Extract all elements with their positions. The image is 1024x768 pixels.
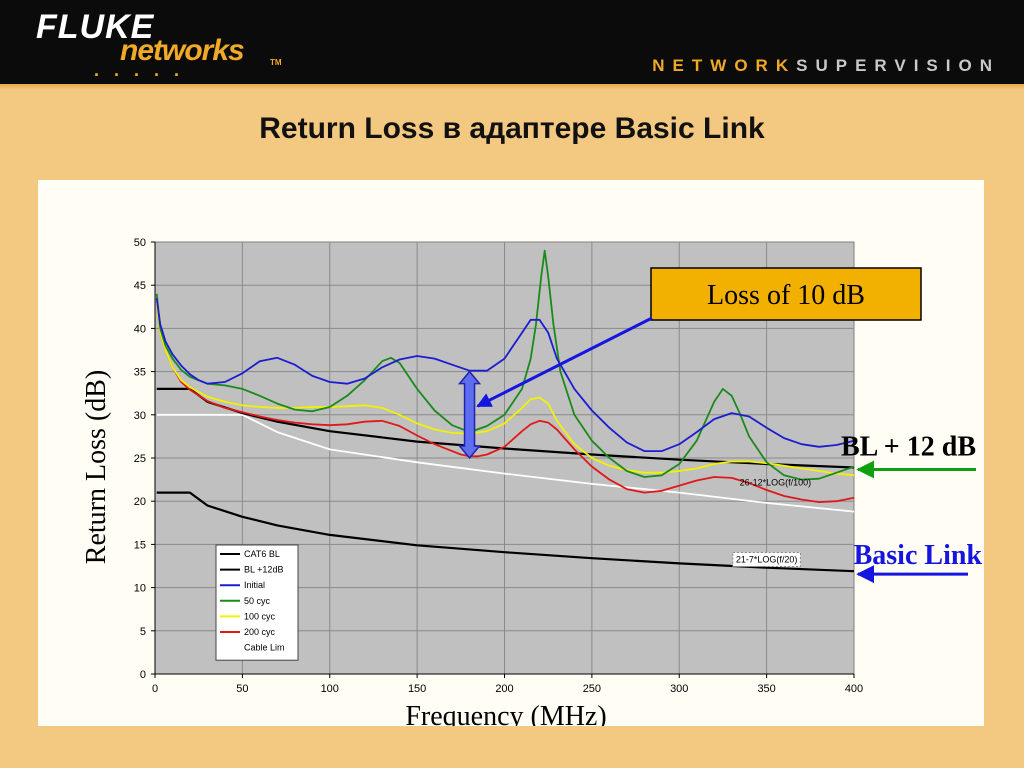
y-tick-label: 35 bbox=[134, 367, 146, 379]
chart-panel: 0 50 100 150 200 250 300 350 400 0 5 10 15 20 25 30 35 4… bbox=[38, 180, 984, 726]
y-tick-label: 20 bbox=[134, 496, 146, 508]
series-line-200-cyc bbox=[155, 302, 855, 504]
logo-fluke-text: FLUKE bbox=[36, 8, 155, 46]
y-tick-label: 40 bbox=[134, 323, 146, 335]
legend-label: 100 cyc bbox=[244, 611, 276, 621]
x-tick-label: 50 bbox=[236, 683, 248, 695]
tagline-network: NETWORK bbox=[652, 56, 797, 75]
tagline: NETWORKSUPERVISION bbox=[652, 56, 1000, 76]
x-tick-label: 400 bbox=[845, 683, 863, 695]
x-tick-label: 150 bbox=[408, 683, 426, 695]
y-tick-label: 50 bbox=[134, 237, 146, 249]
x-tick-label: 100 bbox=[321, 683, 339, 695]
basic-link-label: Basic Link bbox=[854, 540, 983, 571]
y-tick-label: 0 bbox=[140, 669, 146, 681]
formula-annotation: 21-7*LOG(f/20) bbox=[736, 555, 798, 565]
logo-networks-text: networks bbox=[120, 34, 245, 67]
callout-loss-10db: Loss of 10 dB bbox=[457, 267, 922, 460]
legend: CAT6 BL BL +12dB Initial 50 cyc 100 cyc 200 c… bbox=[215, 544, 299, 661]
y-tick-label: 10 bbox=[134, 583, 146, 595]
x-axis-title: Frequency (MHz) bbox=[405, 701, 606, 726]
side-labels: BL + 12 dB Basic Link bbox=[841, 432, 983, 584]
formula-annotation: 26-12*LOG(f/100) bbox=[740, 478, 812, 488]
callout-text: Loss of 10 dB bbox=[707, 280, 865, 311]
series-line-cable-lim bbox=[156, 413, 855, 513]
legend-label: 50 cyc bbox=[244, 596, 271, 606]
y-axis-ticks: 0 5 10 15 20 25 30 35 40 45 50 bbox=[134, 237, 155, 681]
y-tick-label: 25 bbox=[134, 453, 146, 465]
legend-label: CAT6 BL bbox=[244, 549, 280, 559]
y-tick-label: 30 bbox=[134, 410, 146, 422]
legend-label: Initial bbox=[244, 580, 265, 590]
logo-dots: . . . . . bbox=[94, 60, 185, 80]
bl-plus-12-label: BL + 12 dB bbox=[841, 432, 976, 463]
logo-trademark: TM bbox=[270, 58, 282, 67]
series-line-100-cyc bbox=[155, 302, 855, 477]
y-axis-title: Return Loss (dB) bbox=[81, 370, 112, 564]
x-tick-label: 0 bbox=[152, 683, 158, 695]
loss-double-arrow bbox=[457, 370, 482, 460]
header-bar: FLUKE . . . . . networks TM NETWORKSUPER… bbox=[0, 0, 1024, 86]
callout-box bbox=[650, 267, 922, 321]
return-loss-chart: 0 50 100 150 200 250 300 350 400 0 5 10 15 20 25 30 35 4… bbox=[81, 237, 983, 726]
y-tick-label: 45 bbox=[134, 280, 146, 292]
annotation-layer: 26-12*LOG(f/100) 21-7*LOG(f/20) bbox=[732, 478, 812, 568]
y-tick-label: 5 bbox=[140, 626, 146, 638]
header-stripe bbox=[0, 84, 1024, 90]
x-tick-label: 250 bbox=[583, 683, 601, 695]
callout-pointer-line bbox=[476, 316, 653, 408]
legend-box bbox=[215, 544, 299, 661]
x-tick-label: 300 bbox=[670, 683, 688, 695]
formula-box bbox=[732, 552, 801, 568]
x-tick-label: 350 bbox=[757, 683, 775, 695]
series-line-50-cyc bbox=[155, 249, 855, 481]
series-layer bbox=[155, 249, 855, 573]
series-line-cat6-bl bbox=[156, 491, 855, 573]
legend-label: 200 cyc bbox=[244, 627, 276, 637]
legend-label: BL +12dB bbox=[244, 565, 283, 575]
series-line-initial bbox=[155, 298, 855, 453]
y-tick-label: 15 bbox=[134, 539, 146, 551]
slide-title: Return Loss в адаптере Basic Link bbox=[259, 112, 765, 145]
tagline-supervision: SUPERVISION bbox=[796, 56, 1000, 75]
x-axis-ticks: 0 50 100 150 200 250 300 350 400 bbox=[152, 674, 863, 695]
legend-label: Cable Lim bbox=[244, 643, 285, 653]
x-tick-label: 200 bbox=[495, 683, 513, 695]
